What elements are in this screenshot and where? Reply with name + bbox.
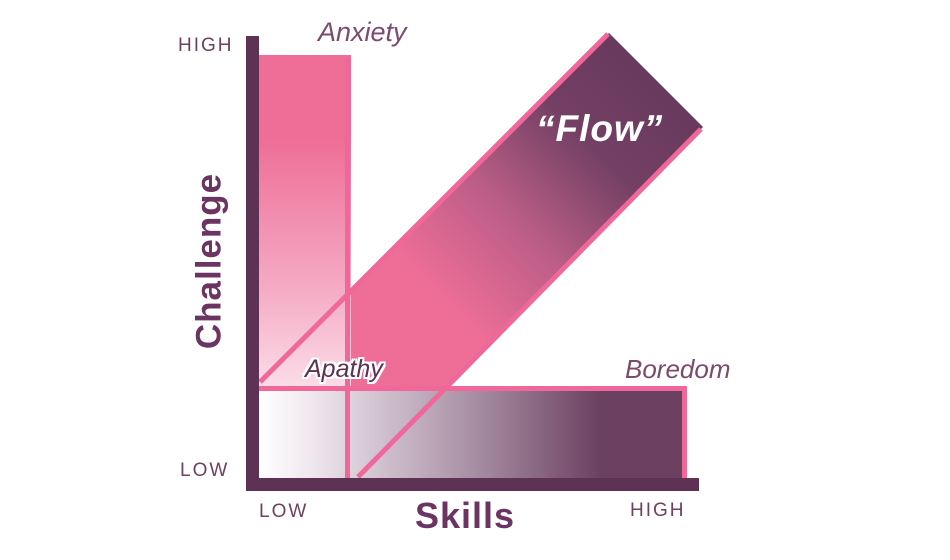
y-axis-high-tick: HIGH	[178, 35, 234, 56]
flow-band	[260, 33, 703, 477]
y-axis-bar	[246, 36, 259, 491]
flow-region-label: “Flow”	[536, 108, 664, 149]
boredom-region-label: Boredom	[625, 354, 731, 384]
boredom-band	[259, 389, 687, 478]
anxiety-region-label: Anxiety	[318, 17, 407, 47]
x-axis-high-tick: HIGH	[630, 500, 686, 521]
apathy-region-label: Apathy	[305, 355, 383, 383]
x-axis-low-tick: LOW	[259, 501, 309, 522]
flow-band-lower-border	[356, 127, 703, 479]
flow-band-upper-border	[258, 32, 610, 384]
x-axis-bar	[246, 478, 699, 491]
y-axis-title: Challenge	[189, 172, 229, 350]
x-axis-title: Skills	[415, 495, 516, 536]
y-axis-low-tick: LOW	[180, 460, 230, 481]
